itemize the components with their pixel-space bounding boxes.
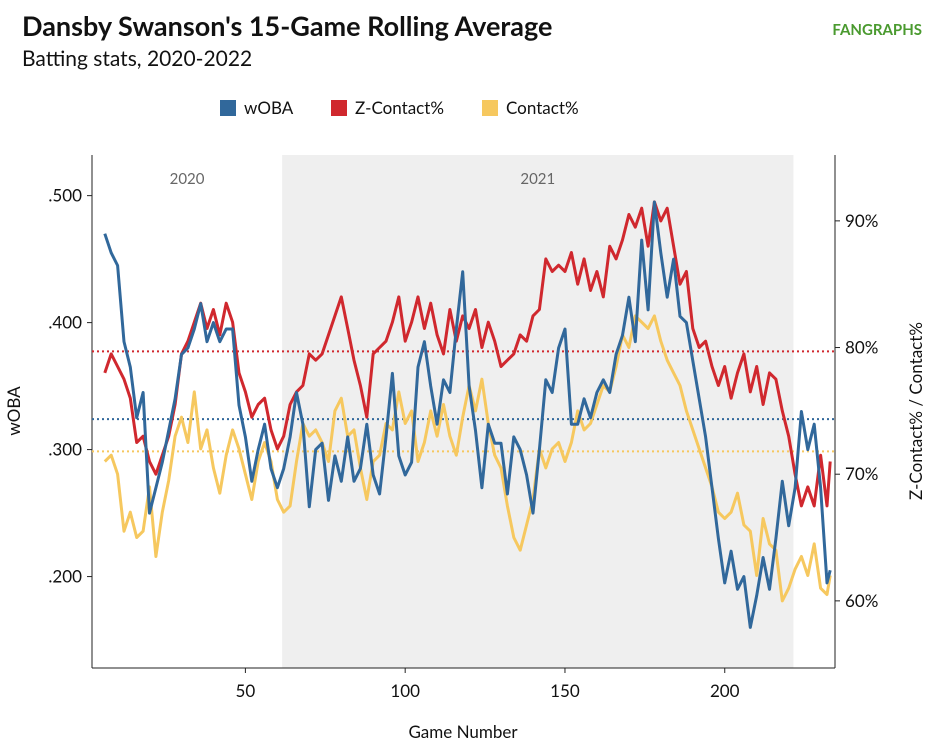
legend-label: wOBA bbox=[244, 97, 294, 118]
y2-tick-label: 60% bbox=[845, 590, 878, 611]
y2-axis-label: Z-Contact% / Contact% bbox=[905, 322, 926, 500]
x-tick-label: 200 bbox=[710, 680, 740, 701]
y-tick-label: .300 bbox=[48, 439, 82, 460]
x-axis-label: Game Number bbox=[408, 721, 518, 742]
y-axis-label: wOBA bbox=[3, 386, 24, 436]
y2-tick-label: 90% bbox=[845, 210, 878, 231]
x-tick-label: 150 bbox=[550, 680, 580, 701]
series-line bbox=[103, 200, 832, 508]
season-band bbox=[282, 155, 794, 668]
y2-tick-label: 80% bbox=[845, 337, 878, 358]
legend-swatch bbox=[220, 100, 236, 116]
chart-subtitle: Batting stats, 2020-2022 bbox=[22, 46, 252, 71]
legend-swatch bbox=[331, 100, 347, 116]
legend-label: Contact% bbox=[506, 97, 579, 118]
chart-title: Dansby Swanson's 15-Game Rolling Average bbox=[22, 9, 552, 42]
legend-label: Z-Contact% bbox=[355, 97, 444, 118]
y-tick-label: .400 bbox=[48, 312, 82, 333]
x-tick-label: 50 bbox=[236, 680, 256, 701]
logo: FANGRAPHS bbox=[832, 21, 922, 39]
season-label: 2020 bbox=[170, 170, 205, 188]
x-tick-label: 100 bbox=[390, 680, 420, 701]
y2-tick-label: 70% bbox=[845, 463, 878, 484]
series-line bbox=[103, 200, 832, 629]
legend-swatch bbox=[482, 100, 498, 116]
y-tick-label: .200 bbox=[48, 566, 82, 587]
y-tick-label: .500 bbox=[48, 185, 82, 206]
season-label: 2021 bbox=[520, 170, 555, 188]
